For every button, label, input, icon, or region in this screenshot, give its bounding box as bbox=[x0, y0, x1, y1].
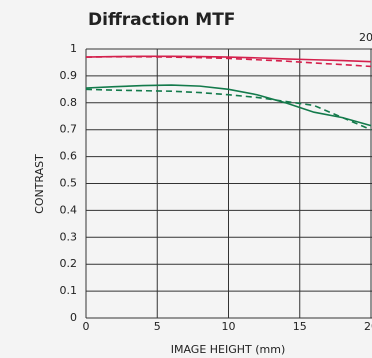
x-tick-label: 0 bbox=[83, 320, 90, 333]
y-tick-label: 0.7 bbox=[60, 123, 78, 136]
chart-title: Diffraction MTF bbox=[88, 10, 235, 30]
y-tick-label: 1 bbox=[70, 42, 77, 55]
y-tick-label: 0.1 bbox=[60, 284, 78, 297]
annotation: 20 bbox=[359, 31, 372, 44]
x-tick-label: 20 bbox=[364, 320, 372, 333]
series-line bbox=[85, 56, 372, 68]
series-line bbox=[85, 88, 372, 131]
y-axis-label: CONTRAST bbox=[33, 154, 46, 214]
y-tick-label: 0.5 bbox=[60, 177, 78, 190]
x-tick-label: 5 bbox=[154, 320, 161, 333]
y-tick-label: 0.3 bbox=[60, 230, 78, 243]
y-tick-label: 0.6 bbox=[60, 150, 78, 163]
y-tick-label: 0.9 bbox=[60, 69, 78, 82]
x-tick-label: 10 bbox=[222, 320, 236, 333]
y-tick-label: 0.8 bbox=[60, 96, 78, 109]
y-tick-label: 0 bbox=[70, 311, 77, 324]
series-line bbox=[85, 55, 372, 63]
series-line bbox=[85, 84, 372, 127]
x-tick-label: 15 bbox=[293, 320, 307, 333]
y-tick-label: 0.2 bbox=[60, 257, 78, 270]
x-axis-label: IMAGE HEIGHT (mm) bbox=[171, 343, 286, 356]
y-tick-label: 0.4 bbox=[60, 203, 78, 216]
